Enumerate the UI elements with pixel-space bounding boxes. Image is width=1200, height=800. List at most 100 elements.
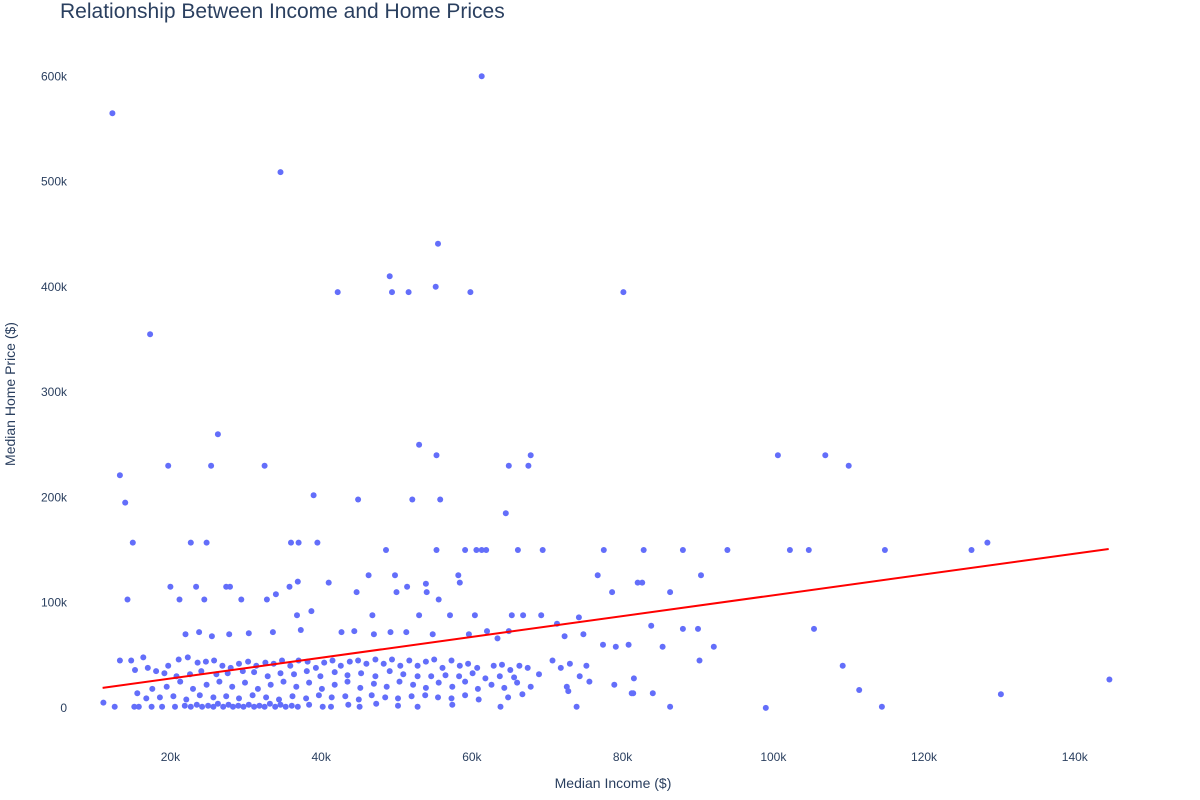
data-point [124, 596, 131, 603]
data-point [187, 539, 194, 546]
data-point [580, 631, 587, 638]
data-point [473, 547, 480, 553]
data-point [131, 703, 138, 710]
x-axis-title: Median Income ($) [555, 775, 672, 791]
data-point [483, 547, 490, 553]
data-point [153, 668, 160, 675]
data-point [488, 681, 495, 688]
data-point [467, 289, 474, 296]
data-point [576, 673, 583, 680]
data-point [496, 673, 503, 680]
x-axis-ticks: 20k 40k 60k 80k 100k 120k 140k [161, 750, 1089, 764]
data-point [177, 678, 184, 685]
data-point [648, 622, 655, 629]
y-axis-title: Median Home Price ($) [2, 322, 18, 466]
data-point [612, 643, 619, 650]
data-point [214, 700, 221, 707]
x-tick-label: 20k [161, 750, 181, 764]
data-point [315, 692, 322, 699]
data-point [395, 702, 401, 709]
data-point [435, 240, 441, 247]
data-point [172, 703, 178, 710]
data-point [229, 683, 236, 690]
data-point [318, 685, 325, 692]
data-point [254, 685, 261, 692]
data-point [368, 692, 375, 699]
trendline-group [102, 547, 1109, 689]
data-point [679, 625, 686, 632]
data-point [505, 694, 512, 701]
data-point [400, 671, 407, 678]
data-point [373, 700, 380, 707]
data-point [203, 539, 210, 546]
data-point [968, 547, 975, 553]
data-point [156, 694, 163, 701]
data-point [511, 674, 518, 681]
y-tick-label: 100k [41, 596, 68, 610]
data-point [435, 679, 442, 686]
data-point [288, 702, 295, 709]
data-point [196, 629, 203, 636]
data-point [342, 693, 349, 700]
data-point [724, 547, 731, 553]
data-point [497, 703, 504, 710]
data-point [456, 673, 463, 680]
data-point [183, 696, 190, 703]
data-point [410, 681, 417, 688]
x-tick-label: 60k [462, 750, 482, 764]
data-point [235, 702, 242, 709]
data-point [710, 643, 717, 650]
data-point [878, 703, 885, 710]
data-point [329, 657, 336, 664]
data-point [395, 695, 401, 702]
data-point [416, 441, 423, 448]
data-point [881, 547, 888, 553]
data-point [238, 596, 245, 603]
data-point [422, 692, 429, 699]
data-point [196, 692, 203, 699]
data-point [149, 685, 156, 692]
data-point [370, 680, 377, 687]
data-point [262, 659, 269, 666]
data-point [525, 462, 532, 469]
data-point [478, 73, 485, 80]
data-point [625, 641, 632, 648]
data-point [210, 703, 217, 710]
data-point [372, 656, 379, 663]
data-point [696, 657, 703, 664]
data-point [762, 704, 769, 711]
data-point [303, 695, 310, 702]
data-point [404, 583, 411, 590]
data-point [984, 539, 991, 546]
data-point [308, 608, 315, 615]
data-point [611, 681, 618, 688]
data-point [380, 660, 387, 667]
data-point [319, 703, 326, 710]
data-point [325, 579, 332, 586]
data-point [135, 703, 142, 710]
data-point [600, 641, 606, 648]
data-point [482, 675, 489, 682]
data-point [786, 547, 793, 553]
data-point [386, 668, 393, 675]
data-point [344, 672, 351, 679]
data-point [143, 695, 150, 702]
data-point [667, 703, 674, 710]
data-point [516, 662, 523, 669]
data-point [536, 671, 542, 678]
data-point [219, 662, 226, 669]
data-point [176, 596, 183, 603]
data-point [389, 656, 395, 663]
data-point [839, 662, 846, 669]
data-point [499, 661, 505, 668]
data-point [346, 658, 353, 665]
y-tick-label: 400k [41, 280, 68, 294]
data-point [286, 583, 293, 590]
data-point [205, 702, 212, 709]
data-point [634, 579, 641, 586]
data-point [1106, 676, 1113, 683]
data-point [144, 664, 151, 671]
data-point [383, 547, 389, 553]
data-point [193, 701, 200, 708]
data-point [211, 657, 218, 664]
